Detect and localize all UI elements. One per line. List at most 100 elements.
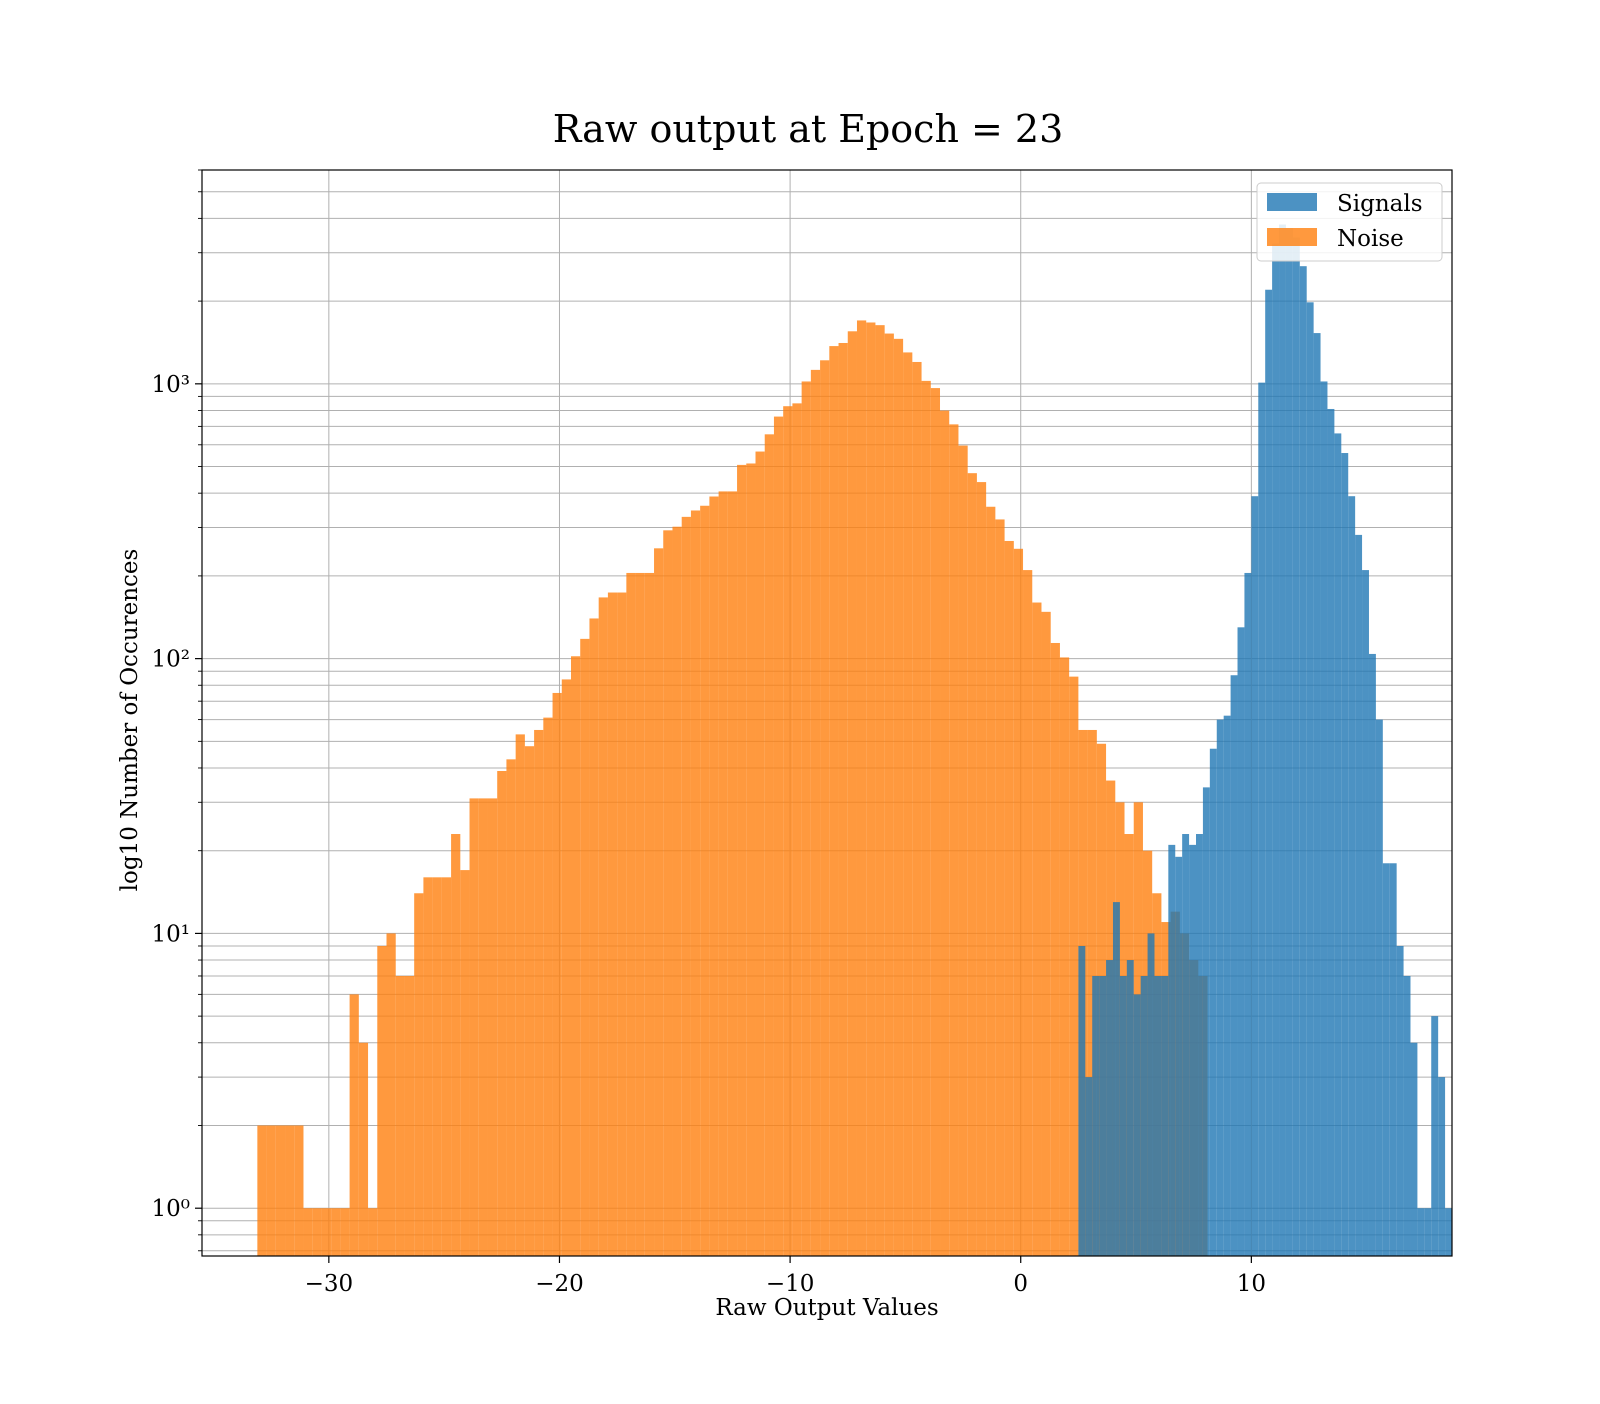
x-tick-label: 10 <box>1237 1271 1266 1297</box>
noise-bar <box>764 434 774 1256</box>
noise-bar <box>681 516 691 1256</box>
noise-bar <box>506 759 516 1256</box>
noise-bar <box>607 592 618 1256</box>
plot-frame <box>201 169 1453 1257</box>
noise-bar <box>930 388 941 1256</box>
noise-bar <box>654 548 664 1256</box>
signals-bar <box>1431 1016 1439 1256</box>
noise-bar <box>358 1042 369 1256</box>
signals-bar <box>1244 572 1252 1256</box>
signals-bar <box>1258 382 1266 1256</box>
noise-bar <box>340 1208 350 1256</box>
signals-bar <box>1327 408 1335 1256</box>
noise-bar <box>1059 657 1070 1256</box>
signals-bar <box>1202 787 1210 1256</box>
legend-signals-swatch <box>1267 193 1317 211</box>
chart-title: Raw output at Epoch = 23 <box>553 107 1064 151</box>
signals-bar <box>1438 1077 1446 1256</box>
x-tick-label: 0 <box>1013 1271 1028 1297</box>
legend: Signals Noise <box>1256 182 1443 262</box>
noise-bar <box>478 798 488 1256</box>
noise-bar <box>460 870 470 1256</box>
x-tick-label: −30 <box>305 1271 354 1297</box>
signals-bar <box>1348 496 1356 1256</box>
signals-bar <box>1299 266 1307 1256</box>
noise-bar <box>967 473 977 1257</box>
noise-bar <box>856 320 867 1256</box>
noise-bar <box>746 463 756 1256</box>
noise-bar <box>700 505 710 1256</box>
noise-bar <box>644 572 655 1256</box>
noise-bar <box>635 572 645 1256</box>
signals-bar <box>1341 453 1349 1257</box>
noise-bar <box>524 746 535 1256</box>
signals-bar <box>1209 748 1217 1256</box>
axis-ticks: −30 −20 −10 0 10 10⁰ 10¹ 10² 10³ <box>152 169 1266 1297</box>
x-tick-label: −20 <box>535 1271 584 1297</box>
noise-bar <box>1041 611 1051 1256</box>
noise-bar <box>377 945 387 1256</box>
histogram-bars <box>257 224 1452 1257</box>
noise-bar <box>626 572 636 1256</box>
noise-bar <box>552 692 562 1256</box>
noise-bar <box>469 798 479 1256</box>
noise-bar <box>1004 540 1014 1256</box>
noise-bar <box>672 526 682 1256</box>
noise-bar <box>571 656 581 1256</box>
noise-bar <box>303 1208 313 1256</box>
signals-bar <box>1389 863 1397 1256</box>
signals-bar <box>1306 302 1314 1256</box>
signals-bar <box>1133 994 1141 1256</box>
noise-bar <box>580 638 590 1256</box>
noise-bar <box>349 994 359 1256</box>
noise-bar <box>838 342 848 1256</box>
noise-bar <box>810 369 821 1256</box>
noise-bar <box>275 1125 286 1256</box>
noise-bar <box>534 729 544 1256</box>
signals-bar <box>1334 433 1342 1257</box>
noise-bar <box>690 510 701 1256</box>
signals-bar <box>1362 570 1369 1256</box>
signals-bar <box>1161 975 1169 1256</box>
signals-bar <box>1140 975 1148 1256</box>
signals-bar <box>1265 289 1273 1256</box>
noise-bar <box>257 1125 267 1256</box>
noise-bar <box>1023 570 1033 1256</box>
noise-bar <box>368 1208 378 1256</box>
noise-bar <box>663 530 673 1256</box>
y-tick-label: 10⁰ <box>152 1196 191 1222</box>
signals-bar <box>1396 945 1404 1256</box>
noise-bar <box>1013 548 1024 1256</box>
noise-bar <box>423 877 433 1256</box>
noise-bar <box>404 975 415 1256</box>
noise-bar <box>331 1208 341 1256</box>
noise-bar <box>1069 676 1079 1256</box>
signals-bar <box>1382 863 1390 1256</box>
x-axis-label: Raw Output Values <box>715 1295 938 1321</box>
noise-bar <box>783 406 793 1256</box>
noise-bar <box>561 679 572 1256</box>
noise-bar <box>801 381 811 1256</box>
noise-bar <box>266 1125 276 1256</box>
signals-bar <box>1078 945 1086 1256</box>
signals-bar <box>1099 975 1107 1256</box>
signals-bar <box>1085 1077 1093 1256</box>
y-axis-label: log10 Number of Occurences <box>117 549 143 892</box>
signals-bar <box>1410 1042 1418 1256</box>
noise-bar <box>727 491 738 1257</box>
signals-bar <box>1230 675 1238 1256</box>
signals-bar <box>1092 975 1100 1256</box>
legend-signals-label: Signals <box>1337 191 1423 217</box>
noise-bar <box>515 734 525 1256</box>
noise-bar <box>773 416 784 1257</box>
signals-bar <box>1424 1208 1432 1256</box>
noise-bar <box>294 1125 304 1256</box>
x-tick-label: −10 <box>766 1271 815 1297</box>
signals-bar <box>1368 653 1376 1256</box>
legend-noise-swatch <box>1267 228 1317 246</box>
signals-bar <box>1196 834 1203 1256</box>
noise-bar <box>598 597 608 1256</box>
signals-bar <box>1182 834 1190 1256</box>
